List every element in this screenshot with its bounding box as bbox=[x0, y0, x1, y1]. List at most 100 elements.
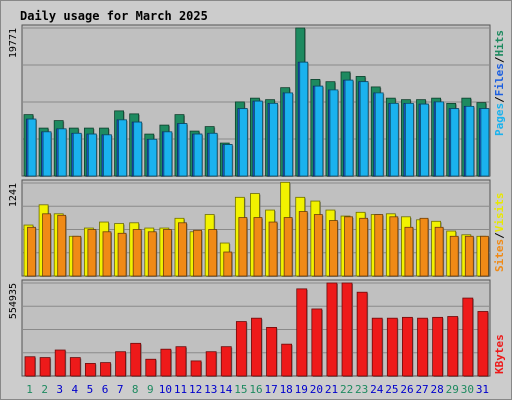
bar-pages-day-11 bbox=[178, 123, 188, 177]
bar-kbytes-day-27 bbox=[417, 317, 428, 377]
bar-sites-day-9 bbox=[147, 231, 157, 277]
bar-sites-day-23 bbox=[359, 217, 369, 277]
bar-kbytes-day-7 bbox=[115, 351, 126, 377]
bar-kbytes-day-24 bbox=[371, 317, 383, 377]
y-max-label-visits-sites: 1241 bbox=[8, 183, 19, 207]
bar-kbytes-day-5 bbox=[84, 363, 96, 377]
bar-pages-day-25 bbox=[389, 102, 399, 177]
bar-kbytes-day-16 bbox=[251, 317, 262, 377]
legend-visits-sites: Sites/Visits bbox=[493, 193, 506, 273]
x-tick-label-17: 17 bbox=[264, 383, 277, 396]
bar-kbytes-day-21 bbox=[326, 282, 338, 377]
panel-visits-sites: 1241 bbox=[8, 179, 491, 277]
x-tick-label-24: 24 bbox=[370, 383, 384, 396]
bar-kbytes-day-26 bbox=[402, 316, 413, 377]
bar-kbytes-day-17 bbox=[266, 326, 277, 377]
bar-sites-day-1 bbox=[27, 226, 36, 277]
bar-sites-day-10 bbox=[162, 229, 172, 277]
bar-kbytes-day-19 bbox=[296, 288, 308, 377]
legend-separator: / bbox=[493, 56, 506, 63]
bar-sites-day-18 bbox=[283, 217, 293, 277]
bar-sites-day-2 bbox=[42, 213, 51, 277]
bar-kbytes-day-9 bbox=[145, 358, 157, 377]
bar-pages-day-8 bbox=[133, 121, 143, 177]
bar-kbytes-day-12 bbox=[190, 360, 202, 377]
bar-kbytes-day-20 bbox=[311, 308, 323, 377]
chart-title: Daily usage for March 2025 bbox=[20, 9, 208, 23]
x-tick-label-14: 14 bbox=[219, 383, 233, 396]
bar-sites-day-19 bbox=[298, 211, 308, 277]
bar-pages-day-2 bbox=[42, 131, 52, 177]
bar-sites-day-24 bbox=[374, 214, 384, 277]
bar-kbytes-day-31 bbox=[477, 311, 489, 377]
bar-kbytes-day-1 bbox=[24, 356, 36, 377]
bar-sites-day-15 bbox=[238, 217, 248, 277]
bar-pages-day-28 bbox=[435, 101, 445, 177]
bar-sites-day-22 bbox=[344, 216, 353, 277]
x-tick-label-16: 16 bbox=[249, 383, 262, 396]
bar-pages-day-24 bbox=[374, 92, 384, 177]
bar-sites-day-29 bbox=[449, 235, 459, 277]
bar-kbytes-day-2 bbox=[39, 357, 51, 377]
bar-sites-day-16 bbox=[253, 217, 263, 277]
x-axis-labels: 1 2 3 4 5 6 7 8 9 10 11 12 13 14 15 16 17 18 19 20 21 22 23 24 2… bbox=[26, 383, 489, 396]
legend-separator: / bbox=[493, 232, 506, 239]
bar-kbytes-day-11 bbox=[175, 346, 187, 377]
legend-item-visits: Visits bbox=[493, 193, 506, 233]
legend-item-files: Files bbox=[493, 63, 506, 96]
bar-pages-day-3 bbox=[57, 128, 67, 177]
x-tick-label-27: 27 bbox=[415, 383, 428, 396]
bar-kbytes-day-30 bbox=[462, 297, 474, 377]
legend-kbytes: KBytes bbox=[493, 334, 506, 374]
bar-pages-day-12 bbox=[193, 133, 203, 177]
bar-pages-day-10 bbox=[163, 131, 173, 177]
x-tick-label-8: 8 bbox=[132, 383, 139, 396]
bar-sites-day-11 bbox=[178, 222, 187, 277]
x-tick-label-31: 31 bbox=[476, 383, 489, 396]
bar-pages-day-21 bbox=[329, 89, 339, 177]
bar-pages-day-17 bbox=[269, 102, 278, 177]
bar-sites-day-30 bbox=[464, 235, 474, 277]
bar-pages-day-23 bbox=[359, 81, 369, 177]
bar-pages-day-22 bbox=[344, 79, 354, 177]
bar-sites-day-3 bbox=[57, 214, 67, 277]
bar-sites-day-14 bbox=[223, 251, 233, 277]
bar-sites-day-27 bbox=[419, 217, 429, 277]
bar-sites-day-8 bbox=[132, 229, 142, 277]
bar-kbytes-day-4 bbox=[69, 357, 81, 377]
panel-hits-files-pages: 19771 bbox=[8, 24, 491, 177]
x-tick-label-21: 21 bbox=[325, 383, 338, 396]
x-tick-label-25: 25 bbox=[385, 383, 398, 396]
bar-sites-day-20 bbox=[313, 214, 323, 277]
bar-kbytes-day-8 bbox=[130, 342, 142, 377]
bar-kbytes-day-18 bbox=[281, 343, 293, 377]
bar-pages-day-30 bbox=[465, 105, 475, 177]
bar-sites-day-4 bbox=[72, 235, 82, 277]
legend-item-pages: Pages bbox=[493, 103, 506, 136]
bar-pages-day-14 bbox=[223, 144, 233, 177]
x-tick-label-29: 29 bbox=[446, 383, 459, 396]
y-max-label-hits-files-pages: 19771 bbox=[8, 28, 19, 58]
bar-sites-day-17 bbox=[268, 221, 278, 277]
x-tick-label-20: 20 bbox=[310, 383, 323, 396]
x-tick-label-7: 7 bbox=[117, 383, 124, 396]
bar-pages-day-19 bbox=[299, 61, 309, 177]
x-tick-label-22: 22 bbox=[340, 383, 353, 396]
panel-kbytes: 554935 bbox=[8, 279, 491, 377]
x-tick-label-6: 6 bbox=[102, 383, 109, 396]
bar-kbytes-day-6 bbox=[100, 362, 111, 377]
x-tick-label-5: 5 bbox=[87, 383, 94, 396]
bar-kbytes-day-10 bbox=[160, 348, 172, 377]
x-tick-label-19: 19 bbox=[295, 383, 308, 396]
x-tick-label-28: 28 bbox=[431, 383, 444, 396]
x-tick-label-18: 18 bbox=[280, 383, 293, 396]
bar-kbytes-day-3 bbox=[54, 349, 66, 377]
x-tick-label-3: 3 bbox=[56, 383, 63, 396]
x-tick-label-11: 11 bbox=[174, 383, 187, 396]
bar-pages-day-7 bbox=[118, 119, 127, 177]
bar-pages-day-31 bbox=[480, 108, 490, 177]
bar-pages-day-5 bbox=[87, 133, 97, 177]
x-tick-label-12: 12 bbox=[189, 383, 202, 396]
bar-sites-day-6 bbox=[102, 231, 112, 277]
